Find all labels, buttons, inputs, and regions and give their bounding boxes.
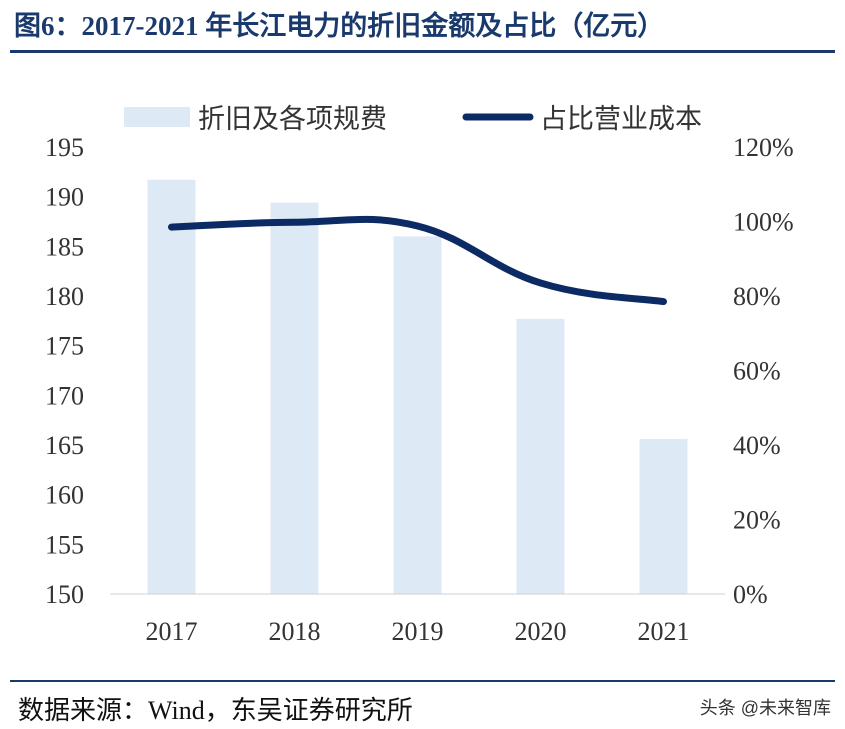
left-tick-label: 165	[45, 431, 84, 460]
right-tick-label: 0%	[733, 580, 768, 609]
x-tick-label: 2021	[638, 617, 690, 646]
left-tick-label: 155	[45, 530, 84, 559]
x-tick-label: 2017	[146, 617, 198, 646]
top-divider	[10, 50, 835, 53]
left-tick-label: 160	[45, 481, 84, 510]
left-tick-label: 170	[45, 381, 84, 410]
chart: 150 155 160 165 170 175 180 185 190 195 0% 20% 40% 60…	[45, 104, 794, 646]
legend-line-label: 占比营业成本	[540, 104, 702, 134]
bar-2019	[393, 236, 442, 594]
left-tick-label: 190	[45, 183, 84, 212]
bar-2021	[639, 439, 688, 594]
chart-title: 图6：2017-2021 年长江电力的折旧金额及占比（亿元）	[14, 11, 665, 41]
left-tick-label: 195	[45, 133, 84, 162]
bar-2020	[516, 318, 565, 594]
left-tick-label: 185	[45, 232, 84, 261]
bottom-divider	[10, 680, 835, 682]
right-tick-label: 60%	[733, 357, 781, 386]
right-tick-label: 20%	[733, 506, 781, 535]
bar-2017	[147, 179, 196, 594]
right-tick-label: 40%	[733, 431, 781, 460]
left-tick-label: 150	[45, 580, 84, 609]
left-tick-label: 175	[45, 332, 84, 361]
bar-2018	[270, 202, 319, 595]
x-tick-label: 2020	[515, 617, 567, 646]
right-tick-label: 120%	[733, 133, 794, 162]
watermark: 头条 @未来智库	[699, 698, 831, 718]
legend-bar-label: 折旧及各项规费	[198, 104, 387, 134]
left-tick-label: 180	[45, 282, 84, 311]
legend-bar-swatch	[124, 107, 190, 127]
right-tick-label: 80%	[733, 282, 781, 311]
x-tick-label: 2019	[392, 617, 444, 646]
x-tick-label: 2018	[269, 617, 321, 646]
source-note: 数据来源：Wind，东吴证券研究所	[18, 696, 413, 725]
right-tick-label: 100%	[733, 208, 794, 237]
